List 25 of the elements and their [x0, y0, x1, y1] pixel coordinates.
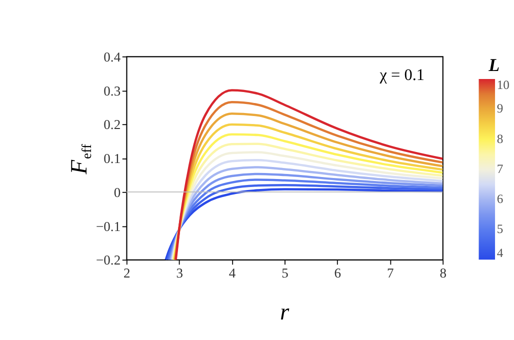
color-bar-label: 4	[496, 246, 504, 260]
x-tick-label: 2	[124, 265, 131, 280]
y-axis-title: Feff	[66, 144, 94, 176]
x-tick-label: 7	[387, 265, 394, 280]
y-tick-label: 0.2	[104, 117, 121, 132]
color-bar-label: 7	[496, 162, 504, 176]
color-bar-label: 6	[496, 192, 504, 206]
y-tick-label: 0.1	[104, 151, 121, 166]
x-tick-label: 3	[176, 265, 184, 280]
color-bar-label: 5	[496, 222, 504, 236]
annotation: χ = 0.1	[378, 66, 425, 84]
y-tick-label: 0	[114, 184, 121, 200]
y-tick-label: −0.2	[96, 252, 121, 268]
y-tick-label: −0.1	[96, 218, 121, 234]
color-bar-label: 8	[496, 132, 504, 146]
x-tick-label: 6	[334, 265, 342, 280]
x-tick-label: 4	[228, 265, 236, 280]
color-bar-label: 10	[496, 78, 510, 92]
x-axis-title: r	[280, 299, 290, 326]
y-tick-label: 0.3	[104, 83, 121, 98]
color-bar-label: 9	[496, 102, 504, 116]
y-tick-label: 0.4	[104, 49, 121, 64]
x-tick-label: 8	[440, 265, 447, 280]
color-bar-title: L	[488, 54, 500, 75]
x-tick-label: 5	[282, 265, 289, 280]
